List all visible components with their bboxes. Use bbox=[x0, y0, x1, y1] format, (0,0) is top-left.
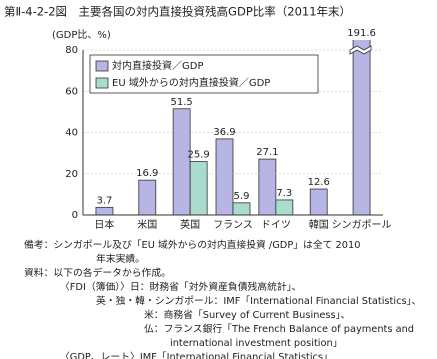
note-line: 米：商務省「Survey of Current Business」、 bbox=[144, 308, 350, 321]
y-axis-label: (GDP比、%) bbox=[52, 29, 111, 41]
note-line: international investment position」 bbox=[170, 338, 343, 349]
y-tick-label: 80 bbox=[65, 45, 78, 56]
value-label: 51.5 bbox=[171, 97, 193, 108]
bar bbox=[232, 202, 251, 216]
note-line: 資料：以下の各データから作成。 bbox=[24, 266, 171, 279]
chart-title: 第Ⅱ-4-2-2図 主要各国の対内直接投資残高GDP比率（2011年末） bbox=[4, 5, 351, 19]
plot bbox=[95, 40, 371, 216]
value-label: 25.9 bbox=[188, 150, 210, 161]
legend-label: EU 域外からの対内直接投資／GDP bbox=[112, 76, 270, 89]
bar bbox=[309, 188, 328, 216]
x-tick-label: 韓国 bbox=[309, 219, 329, 231]
y-tick-label: 60 bbox=[65, 86, 78, 97]
value-label: 3.7 bbox=[96, 195, 112, 206]
note-line: 〈GDP、レート〉IMF「International Financial Sta… bbox=[60, 351, 333, 359]
value-label: 27.1 bbox=[256, 147, 278, 158]
bar bbox=[95, 206, 114, 216]
value-label: 12.6 bbox=[308, 177, 330, 188]
note-line: 英・独・韓・シンガポール：IMF「International Financial… bbox=[96, 294, 421, 307]
x-tick-label: ドイツ bbox=[261, 220, 291, 231]
x-tick-label: 米国 bbox=[137, 218, 157, 231]
bar bbox=[189, 161, 208, 216]
axis-break bbox=[349, 45, 372, 55]
x-tick-label: 英国 bbox=[180, 218, 200, 231]
legend-box bbox=[89, 54, 319, 94]
value-label: 191.6 bbox=[347, 28, 376, 39]
y-tick-label: 40 bbox=[65, 128, 78, 139]
note-line: 仏：フランス銀行「The French Balance of payments … bbox=[144, 322, 414, 335]
x-tick-label: フランス bbox=[213, 219, 253, 231]
value-label: 36.9 bbox=[213, 127, 235, 138]
y-tick-label: 20 bbox=[65, 169, 78, 180]
bar bbox=[172, 108, 191, 216]
x-tick-label: 日本 bbox=[94, 218, 114, 231]
value-label: 5.9 bbox=[234, 191, 250, 202]
bar bbox=[215, 138, 234, 216]
value-label: 7.3 bbox=[276, 188, 292, 199]
legend-swatch bbox=[95, 77, 109, 89]
value-label: 16.9 bbox=[136, 168, 158, 179]
note-line: 年末実績。 bbox=[96, 252, 145, 265]
bar bbox=[138, 179, 157, 216]
bar bbox=[258, 158, 277, 216]
note-line: 備考：シンガポール及び「EU 域外からの対内直接投資 /GDP」は全て 2010 bbox=[24, 238, 361, 251]
legend-label: 対内直接投資／GDP bbox=[112, 59, 203, 72]
y-tick-label: 0 bbox=[72, 210, 78, 221]
bar bbox=[275, 199, 294, 216]
legend-swatch bbox=[95, 60, 109, 72]
x-tick-label: シンガポール bbox=[332, 219, 392, 231]
note-line: 〈FDI（簿価）〉日：財務省「対外資産負債残高統計」、 bbox=[60, 280, 301, 293]
